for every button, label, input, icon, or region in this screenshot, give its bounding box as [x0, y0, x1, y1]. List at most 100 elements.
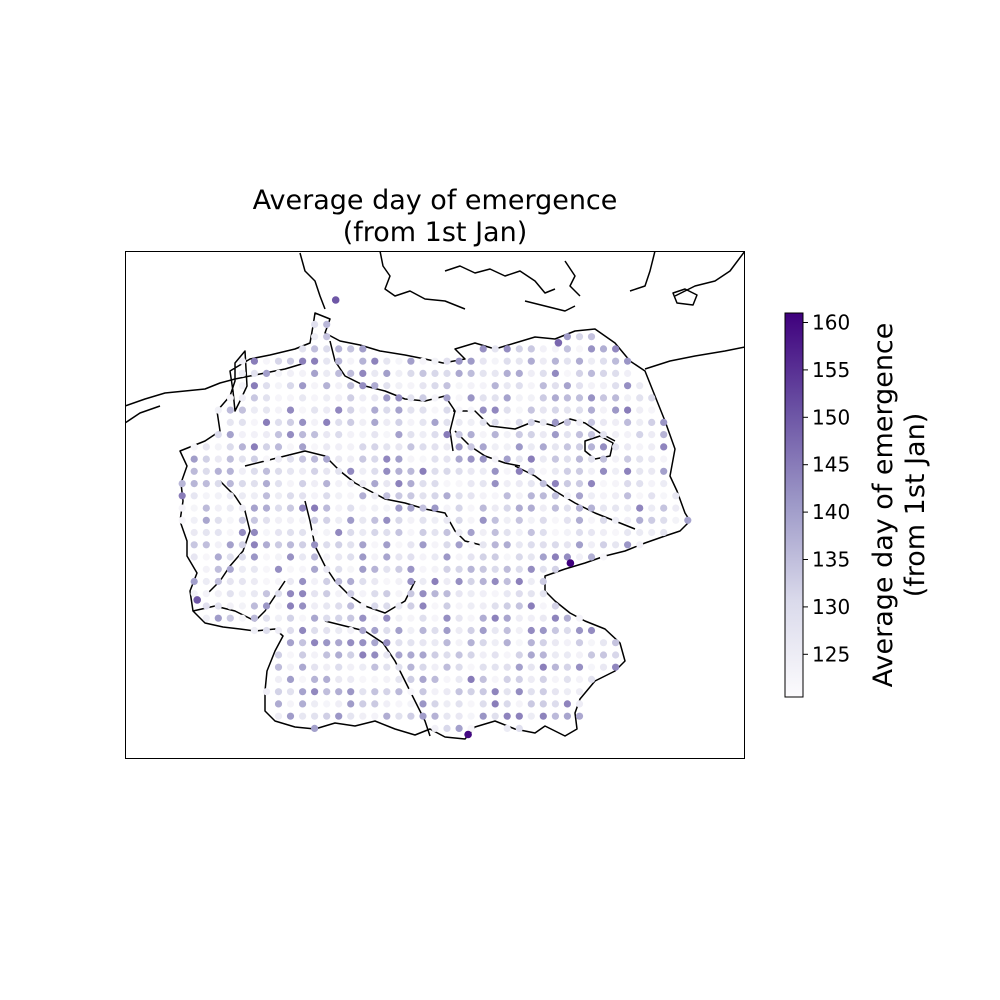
grid-point [599, 663, 608, 671]
grid-point [335, 357, 343, 365]
grid-point [299, 541, 307, 549]
grid-point [467, 724, 475, 732]
grid-point [407, 639, 415, 647]
grid-point [262, 492, 271, 500]
grid-point [660, 480, 668, 488]
grid-point [262, 418, 271, 426]
grid-point [383, 467, 391, 475]
grid-point [443, 553, 451, 561]
grid-point [347, 528, 355, 537]
grid-point [431, 553, 439, 561]
grid-point [563, 639, 571, 647]
grid-point [587, 553, 596, 561]
grid-point [527, 443, 535, 451]
grid-point [575, 712, 584, 720]
grid-point [672, 492, 680, 500]
grid-point [371, 492, 379, 500]
grid-point [190, 480, 198, 488]
grid-point [491, 431, 499, 439]
grid-point [395, 700, 403, 708]
grid-point [503, 418, 511, 426]
grid-point [551, 345, 559, 353]
grid-point [335, 663, 343, 671]
grid-point [286, 504, 295, 512]
grid-point [551, 492, 559, 500]
grid-point [479, 602, 487, 610]
grid-point [347, 577, 355, 586]
grid-point [455, 528, 463, 537]
grid-point [624, 455, 632, 463]
grid-point [419, 541, 427, 549]
grid-point [539, 480, 547, 488]
grid-point [395, 651, 403, 659]
grid-point [491, 492, 499, 500]
grid-point [359, 675, 367, 683]
grid-point [190, 492, 198, 500]
grid-point [238, 369, 246, 377]
grid-point [323, 651, 331, 659]
grid-point [527, 577, 535, 586]
grid-point [479, 357, 487, 365]
grid-point [311, 626, 319, 635]
grid-point [563, 369, 571, 377]
grid-point [503, 382, 511, 390]
grid-point [311, 541, 319, 549]
grid-point [383, 614, 391, 622]
grid-point [551, 614, 559, 622]
grid-point [311, 700, 319, 708]
grid-point [250, 382, 258, 390]
grid-point [359, 394, 367, 402]
grid-point [455, 455, 463, 463]
notable-grid-point [193, 596, 201, 604]
grid-point [202, 553, 210, 561]
grid-point [347, 345, 355, 353]
grid-point [190, 455, 198, 463]
grid-point [383, 688, 391, 696]
grid-point [286, 492, 295, 500]
grid-point [443, 675, 451, 683]
grid-point [612, 492, 620, 500]
grid-point [587, 516, 596, 524]
grid-point [323, 443, 331, 451]
grid-point [190, 577, 198, 586]
grid-point [371, 700, 379, 708]
grid-point [527, 565, 535, 573]
grid-point [371, 406, 379, 414]
grid-point [539, 357, 547, 365]
grid-point [636, 467, 644, 475]
grid-point [612, 504, 620, 512]
grid-point [551, 394, 559, 402]
grid-point [575, 700, 584, 708]
grid-point [636, 406, 644, 414]
grid-point [383, 406, 391, 414]
grid-point [323, 712, 331, 720]
grid-point [383, 382, 391, 390]
grid-point [286, 541, 295, 549]
grid-point [286, 712, 295, 720]
grid-point [335, 675, 343, 683]
grid-point [515, 345, 523, 353]
grid-point [503, 614, 511, 622]
grid-point [612, 663, 620, 671]
grid-point [443, 590, 451, 598]
grid-point [624, 418, 632, 426]
grid-point [563, 406, 571, 414]
grid-point [455, 688, 463, 696]
grid-point [503, 455, 511, 463]
grid-point [467, 431, 475, 439]
grid-point [190, 467, 198, 475]
grid-point [503, 565, 511, 573]
grid-point [250, 369, 258, 377]
grid-point [214, 455, 222, 463]
grid-point [359, 480, 367, 488]
grid-point [587, 455, 596, 463]
grid-point [274, 577, 283, 586]
grid-point [539, 504, 547, 512]
grid-point [238, 614, 246, 622]
grid-point [467, 565, 475, 573]
grid-point [311, 357, 319, 365]
grid-point [383, 590, 391, 598]
grid-point [395, 688, 403, 696]
grid-point [299, 651, 307, 659]
